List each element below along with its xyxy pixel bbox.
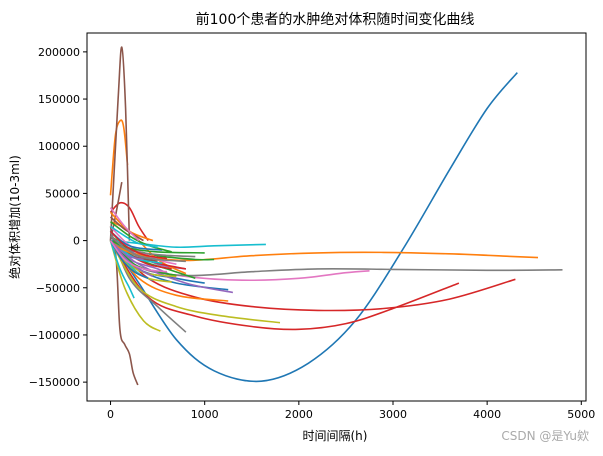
x-tick-label: 2000 — [285, 408, 313, 421]
chart-title: 前100个患者的水肿绝对体积随时间变化曲线 — [196, 11, 475, 28]
series-line — [110, 239, 266, 249]
y-tick-label: −100000 — [29, 329, 80, 342]
y-tick-label: −150000 — [29, 376, 80, 389]
series-line — [109, 230, 168, 260]
series-line — [109, 119, 129, 196]
series-line — [109, 235, 158, 261]
y-tick-label: 150000 — [38, 93, 80, 106]
series-line — [109, 46, 131, 241]
y-axis-label: 绝对体积增加(10-3ml) — [7, 155, 22, 279]
x-tick-label: 3000 — [379, 408, 407, 421]
y-tick-label: 0 — [73, 235, 80, 248]
x-tick-label: 0 — [107, 408, 114, 421]
y-axis: −150000 −100000 −50000 0 50000 100000 150000 20… — [29, 46, 87, 389]
y-tick-label: 50000 — [45, 187, 80, 200]
x-axis-label: 时间间隔(h) — [303, 429, 368, 443]
x-tick-label: 5000 — [567, 408, 595, 421]
x-tick-label: 4000 — [473, 408, 501, 421]
series-line — [110, 239, 196, 258]
x-axis: 0 1000 2000 3000 4000 5000 — [107, 401, 595, 421]
x-tick-label: 1000 — [191, 408, 219, 421]
series-line — [109, 240, 168, 273]
series-line — [109, 240, 281, 324]
series-line — [109, 72, 518, 383]
series-line — [109, 207, 140, 242]
series-layer — [109, 46, 563, 386]
series-line — [109, 240, 516, 312]
series-line — [110, 221, 172, 253]
series-line — [110, 239, 205, 254]
series-line — [109, 240, 144, 261]
series-line — [109, 240, 460, 331]
plot-frame — [86, 32, 587, 402]
series-line — [109, 216, 144, 242]
y-tick-label: −50000 — [36, 282, 80, 295]
series-line — [109, 240, 161, 332]
series-line — [109, 240, 135, 299]
y-tick-label: 100000 — [38, 140, 80, 153]
watermark: CSDN @是Yu欸 — [501, 429, 589, 443]
y-tick-label: 200000 — [38, 46, 80, 59]
series-line — [110, 225, 158, 248]
